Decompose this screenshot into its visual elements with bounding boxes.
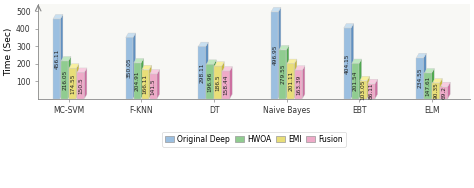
- Text: 90.35: 90.35: [434, 82, 438, 99]
- Polygon shape: [417, 58, 424, 99]
- Polygon shape: [375, 79, 378, 99]
- Polygon shape: [279, 45, 289, 50]
- Polygon shape: [61, 56, 71, 61]
- Text: 201.11: 201.11: [288, 71, 293, 91]
- Text: 201.54: 201.54: [353, 71, 358, 91]
- Polygon shape: [295, 70, 302, 99]
- Polygon shape: [84, 68, 87, 99]
- Polygon shape: [69, 68, 76, 99]
- Polygon shape: [368, 79, 378, 84]
- Polygon shape: [77, 72, 84, 99]
- Text: 86.11: 86.11: [369, 83, 374, 99]
- Polygon shape: [61, 61, 68, 99]
- Text: 174.55: 174.55: [70, 73, 75, 94]
- Polygon shape: [199, 42, 208, 46]
- Polygon shape: [134, 63, 141, 99]
- Text: 163.39: 163.39: [296, 74, 301, 95]
- Polygon shape: [214, 60, 216, 99]
- Text: 196.96: 196.96: [208, 71, 212, 92]
- Polygon shape: [367, 76, 370, 99]
- Polygon shape: [142, 70, 149, 99]
- Text: 350.05: 350.05: [127, 58, 132, 78]
- Polygon shape: [440, 82, 450, 86]
- Polygon shape: [142, 65, 152, 70]
- Polygon shape: [222, 67, 232, 71]
- Polygon shape: [447, 82, 450, 99]
- Text: 279.55: 279.55: [280, 64, 285, 84]
- Polygon shape: [368, 84, 375, 99]
- Polygon shape: [214, 66, 222, 99]
- Polygon shape: [352, 63, 359, 99]
- Text: 298.11: 298.11: [200, 62, 205, 83]
- Polygon shape: [68, 56, 71, 99]
- Text: 204.91: 204.91: [135, 70, 140, 91]
- Text: 234.55: 234.55: [418, 68, 422, 88]
- Polygon shape: [417, 53, 426, 58]
- Polygon shape: [69, 64, 79, 68]
- Y-axis label: Time (Sec): Time (Sec): [4, 27, 13, 76]
- Polygon shape: [352, 59, 362, 63]
- Polygon shape: [53, 19, 60, 99]
- Polygon shape: [440, 78, 442, 99]
- Polygon shape: [150, 74, 157, 99]
- Polygon shape: [440, 86, 447, 99]
- Polygon shape: [206, 60, 216, 64]
- Polygon shape: [360, 76, 370, 81]
- Polygon shape: [199, 46, 206, 99]
- Polygon shape: [206, 64, 214, 99]
- Text: 186.5: 186.5: [216, 74, 220, 91]
- Polygon shape: [206, 42, 208, 99]
- Polygon shape: [432, 78, 442, 83]
- Text: 69.2: 69.2: [442, 86, 447, 99]
- Polygon shape: [279, 50, 286, 99]
- Text: 496.95: 496.95: [272, 45, 277, 65]
- Polygon shape: [53, 14, 63, 19]
- Polygon shape: [294, 59, 297, 99]
- Polygon shape: [271, 7, 281, 12]
- Polygon shape: [432, 68, 434, 99]
- Polygon shape: [214, 62, 224, 66]
- Legend: Original Deep, HWOA, EMI, Fusion: Original Deep, HWOA, EMI, Fusion: [162, 132, 346, 147]
- Polygon shape: [432, 83, 440, 99]
- Polygon shape: [141, 58, 144, 99]
- Polygon shape: [286, 45, 289, 99]
- Polygon shape: [424, 73, 432, 99]
- Polygon shape: [359, 59, 362, 99]
- Polygon shape: [76, 64, 79, 99]
- Polygon shape: [222, 62, 224, 99]
- Text: 141.5: 141.5: [151, 78, 156, 95]
- Polygon shape: [134, 58, 144, 63]
- Polygon shape: [126, 33, 136, 37]
- Polygon shape: [295, 66, 305, 70]
- Polygon shape: [424, 68, 434, 73]
- Text: 150.5: 150.5: [78, 77, 83, 94]
- Polygon shape: [133, 33, 136, 99]
- Polygon shape: [344, 24, 354, 28]
- Polygon shape: [157, 70, 160, 99]
- Text: 158.44: 158.44: [224, 74, 228, 95]
- Polygon shape: [351, 24, 354, 99]
- Polygon shape: [149, 65, 152, 99]
- Text: 147.61: 147.61: [426, 76, 430, 96]
- Polygon shape: [287, 64, 294, 99]
- Polygon shape: [302, 66, 305, 99]
- Polygon shape: [60, 14, 63, 99]
- Polygon shape: [150, 70, 160, 74]
- Text: 166.11: 166.11: [143, 74, 148, 94]
- Polygon shape: [77, 68, 87, 72]
- Text: 103.05: 103.05: [361, 79, 366, 100]
- Text: 456.11: 456.11: [54, 49, 59, 69]
- Polygon shape: [271, 12, 278, 99]
- Text: 404.15: 404.15: [345, 53, 350, 74]
- Text: 216.05: 216.05: [62, 70, 67, 90]
- Polygon shape: [424, 53, 426, 99]
- Polygon shape: [287, 59, 297, 64]
- Polygon shape: [278, 7, 281, 99]
- Polygon shape: [222, 71, 230, 99]
- Polygon shape: [344, 28, 351, 99]
- Polygon shape: [360, 81, 367, 99]
- Polygon shape: [230, 67, 232, 99]
- Polygon shape: [126, 37, 133, 99]
